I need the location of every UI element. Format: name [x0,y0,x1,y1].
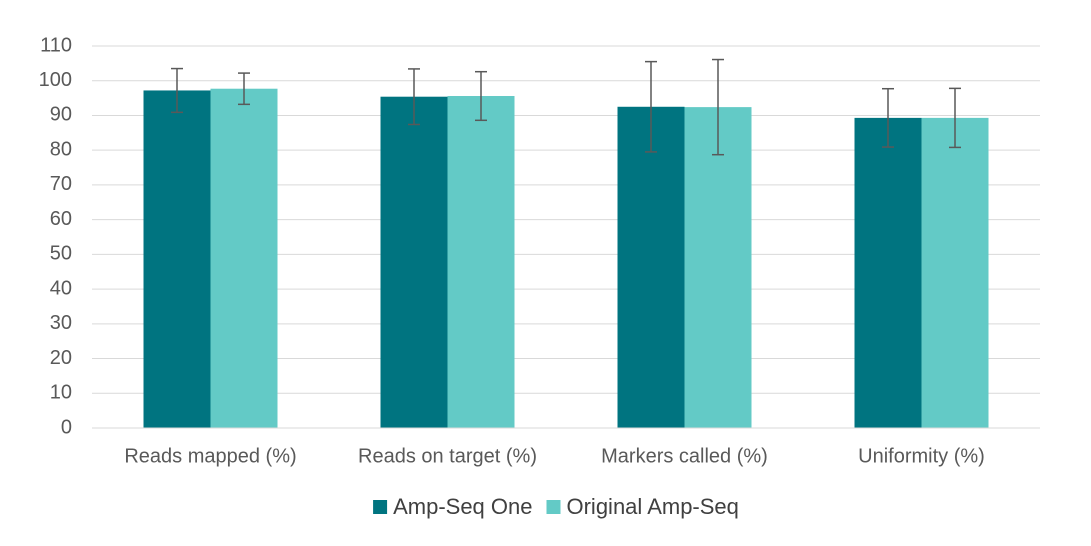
legend: Amp-Seq One Original Amp-Seq [373,494,739,519]
error-bar [882,87,894,148]
error-bar [408,68,420,126]
bar [921,117,989,429]
y-tick-label: 60 [50,208,72,230]
legend-label: Amp-Seq One [393,494,532,519]
bar [854,117,922,429]
y-tick-label: 80 [50,138,72,160]
legend-item: Original Amp-Seq [546,494,739,519]
legend-swatch [546,500,561,514]
error-bar [645,60,657,153]
error-bar [475,70,487,122]
legend-item: Amp-Seq One [373,494,532,519]
bar [380,96,448,429]
x-tick-label: Reads mapped (%) [124,445,296,467]
legend-label: Original Amp-Seq [566,494,738,519]
y-tick-label: 50 [50,243,72,265]
y-tick-label: 100 [39,69,72,91]
y-tick-label: 90 [50,104,72,126]
y-tick-label: 20 [50,347,72,369]
y-tick-label: 30 [50,312,72,334]
bar [210,88,278,429]
bar [684,107,752,429]
x-tick-label: Uniformity (%) [858,445,985,467]
y-tick-label: 0 [61,416,72,438]
y-tick-label: 70 [50,173,72,195]
legend-swatch [373,500,388,514]
y-tick-label: 40 [50,277,72,299]
error-bar [949,87,961,149]
error-bar [171,67,183,114]
error-bar [712,58,724,156]
y-tick-label: 110 [40,34,72,56]
x-tick-label: Reads on target (%) [358,445,537,467]
y-tick-label: 10 [50,382,72,404]
bar [143,90,211,428]
error-bar [238,72,250,106]
x-tick-label: Markers called (%) [601,445,768,467]
bar [447,96,515,429]
bar [617,106,685,428]
